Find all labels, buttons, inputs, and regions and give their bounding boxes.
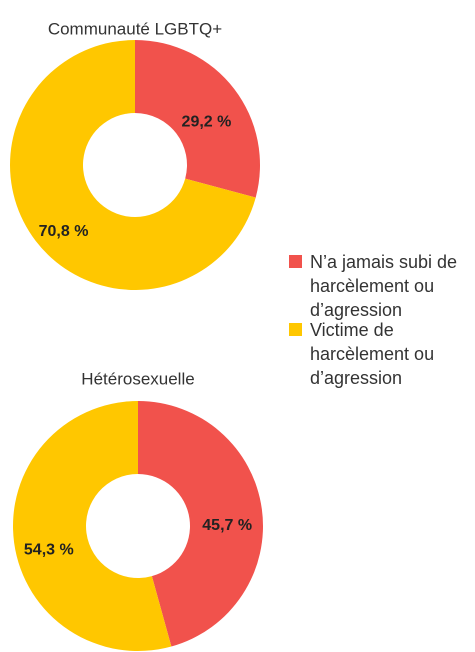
legend-item: Victime de harcèlement ou d’agression bbox=[289, 318, 475, 390]
legend-label: N’a jamais subi de harcèlement ou d’agre… bbox=[310, 252, 458, 320]
legend-swatch bbox=[289, 255, 302, 268]
data-label: 70,8 % bbox=[39, 223, 89, 240]
legend-swatch bbox=[289, 323, 302, 336]
legend-label: Victime de harcèlement ou d’agression bbox=[310, 320, 435, 388]
donut-slice bbox=[138, 401, 263, 647]
chart-title: Hétérosexuelle bbox=[81, 369, 194, 388]
data-label: 54,3 % bbox=[24, 541, 74, 558]
donut-slice bbox=[12, 401, 172, 652]
data-label: 29,2 % bbox=[182, 114, 232, 131]
chart-title: Communauté LGBTQ+ bbox=[48, 19, 222, 38]
data-label: 45,7 % bbox=[202, 517, 252, 534]
donut-slice bbox=[135, 40, 260, 198]
legend-item: N’a jamais subi de harcèlement ou d’agre… bbox=[289, 250, 475, 322]
donut-slice bbox=[10, 40, 256, 290]
